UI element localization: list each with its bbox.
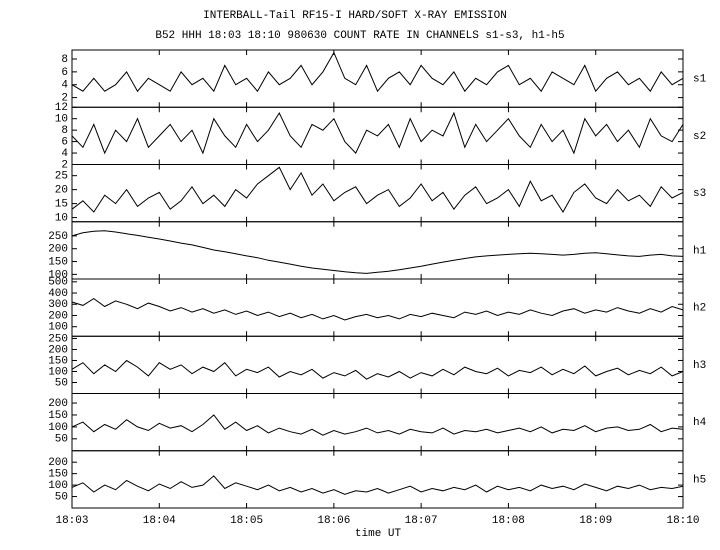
series-line (71, 297, 684, 321)
x-axis-label: time UT (355, 528, 402, 540)
x-tick-label: 18:03 (55, 515, 88, 527)
y-tick-label: 2 (61, 93, 68, 105)
x-tick-label: 18:08 (492, 515, 525, 527)
y-tick-label: 300 (48, 299, 68, 311)
series-line (71, 166, 684, 213)
y-tick-label: 250 (48, 333, 68, 345)
y-tick-label: 2 (61, 159, 68, 171)
y-tick-label: 20 (55, 185, 68, 197)
panel-name: h3 (693, 360, 706, 372)
y-tick-label: 100 (48, 269, 68, 281)
y-tick-label: 100 (48, 422, 68, 434)
panel-frame (71, 393, 684, 452)
y-tick-label: 150 (48, 410, 68, 422)
y-tick-label: 150 (48, 355, 68, 367)
panel-name: h5 (693, 474, 706, 486)
y-tick-label: 100 (48, 322, 68, 334)
series-line (71, 414, 684, 436)
series-line (71, 359, 684, 380)
y-tick-label: 100 (48, 366, 68, 378)
y-tick-label: 500 (48, 277, 68, 289)
series-line (71, 111, 684, 155)
y-tick-label: 12 (55, 102, 68, 114)
panel-frame (71, 221, 684, 280)
y-tick-label: 100 (48, 480, 68, 492)
panel-name: s1 (693, 74, 707, 86)
panel-name: h1 (693, 245, 707, 257)
series-line (71, 230, 684, 274)
panel-name: h2 (693, 303, 706, 315)
panel-name: s2 (693, 131, 706, 143)
panel-frame (71, 49, 684, 108)
chart-subtitle: B52 HHH 18:03 18:10 980630 COUNT RATE IN… (155, 30, 564, 42)
y-tick-label: 6 (61, 67, 68, 79)
x-tick-label: 18:06 (317, 515, 350, 527)
y-tick-label: 400 (48, 288, 68, 300)
y-tick-label: 150 (48, 469, 68, 481)
y-tick-label: 4 (61, 80, 68, 92)
x-tick-label: 18:04 (143, 515, 176, 527)
y-tick-label: 4 (61, 148, 68, 160)
panel-frame (71, 278, 684, 337)
y-tick-label: 15 (55, 199, 68, 211)
y-tick-label: 200 (48, 344, 68, 356)
x-tick-label: 18:09 (579, 515, 612, 527)
y-tick-label: 200 (48, 310, 68, 322)
chart-title: INTERBALL-Tail RF15-I HARD/SOFT X-RAY EM… (203, 10, 507, 22)
y-tick-label: 8 (61, 54, 68, 66)
y-tick-label: 50 (55, 377, 68, 389)
y-tick-label: 200 (48, 457, 68, 469)
panel-name: s3 (693, 188, 706, 200)
x-tick-label: 18:10 (666, 515, 699, 527)
y-tick-label: 10 (55, 212, 68, 224)
series-line (71, 475, 684, 495)
y-tick-label: 150 (48, 256, 68, 268)
panel-frame (71, 450, 684, 509)
panel-name: h4 (693, 417, 707, 429)
y-tick-label: 25 (55, 171, 68, 183)
y-tick-label: 200 (48, 244, 68, 256)
x-tick-label: 18:05 (230, 515, 263, 527)
y-tick-label: 250 (48, 231, 68, 243)
series-line (71, 51, 684, 93)
y-tick-label: 10 (55, 114, 68, 126)
y-tick-label: 6 (61, 137, 68, 149)
x-tick-label: 18:07 (405, 515, 438, 527)
y-tick-label: 50 (55, 491, 68, 503)
y-tick-label: 8 (61, 125, 68, 137)
y-tick-label: 200 (48, 398, 68, 410)
y-tick-label: 50 (55, 434, 68, 446)
